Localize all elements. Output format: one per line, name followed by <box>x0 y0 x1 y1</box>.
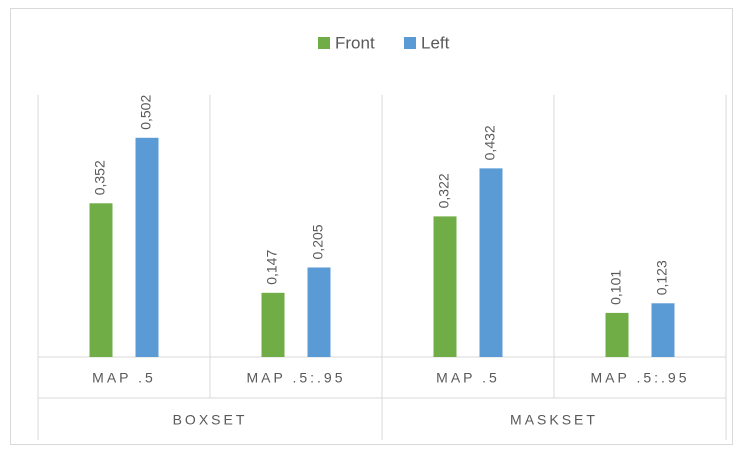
data-label: 0,205 <box>310 224 326 259</box>
data-label: 0,101 <box>608 270 624 305</box>
x-tick-label: MAP .5:.95 <box>246 370 345 386</box>
x-tick-label: MAP .5 <box>436 370 500 386</box>
legend-swatch <box>318 37 330 49</box>
legend-label: Left <box>421 33 450 52</box>
chart-frame <box>10 8 733 445</box>
bar <box>135 137 159 357</box>
bar <box>307 267 331 357</box>
data-label: 0,352 <box>92 160 108 195</box>
bar <box>261 292 285 357</box>
data-label: 0,147 <box>264 250 280 285</box>
x-tick-label: MAP .5 <box>92 370 156 386</box>
legend-swatch <box>404 37 416 49</box>
bar <box>433 216 457 357</box>
bar <box>651 303 675 357</box>
bar <box>89 203 113 357</box>
data-label: 0,123 <box>654 260 670 295</box>
x-tick-label: MAP .5:.95 <box>590 370 689 386</box>
data-label: 0,502 <box>138 95 154 130</box>
legend-label: Front <box>335 33 375 52</box>
bar <box>605 312 629 357</box>
data-label: 0,432 <box>482 125 498 160</box>
data-label: 0,322 <box>436 173 452 208</box>
group-label: MASKSET <box>510 412 598 428</box>
bar <box>479 168 503 357</box>
group-label: BOXSET <box>173 412 248 428</box>
